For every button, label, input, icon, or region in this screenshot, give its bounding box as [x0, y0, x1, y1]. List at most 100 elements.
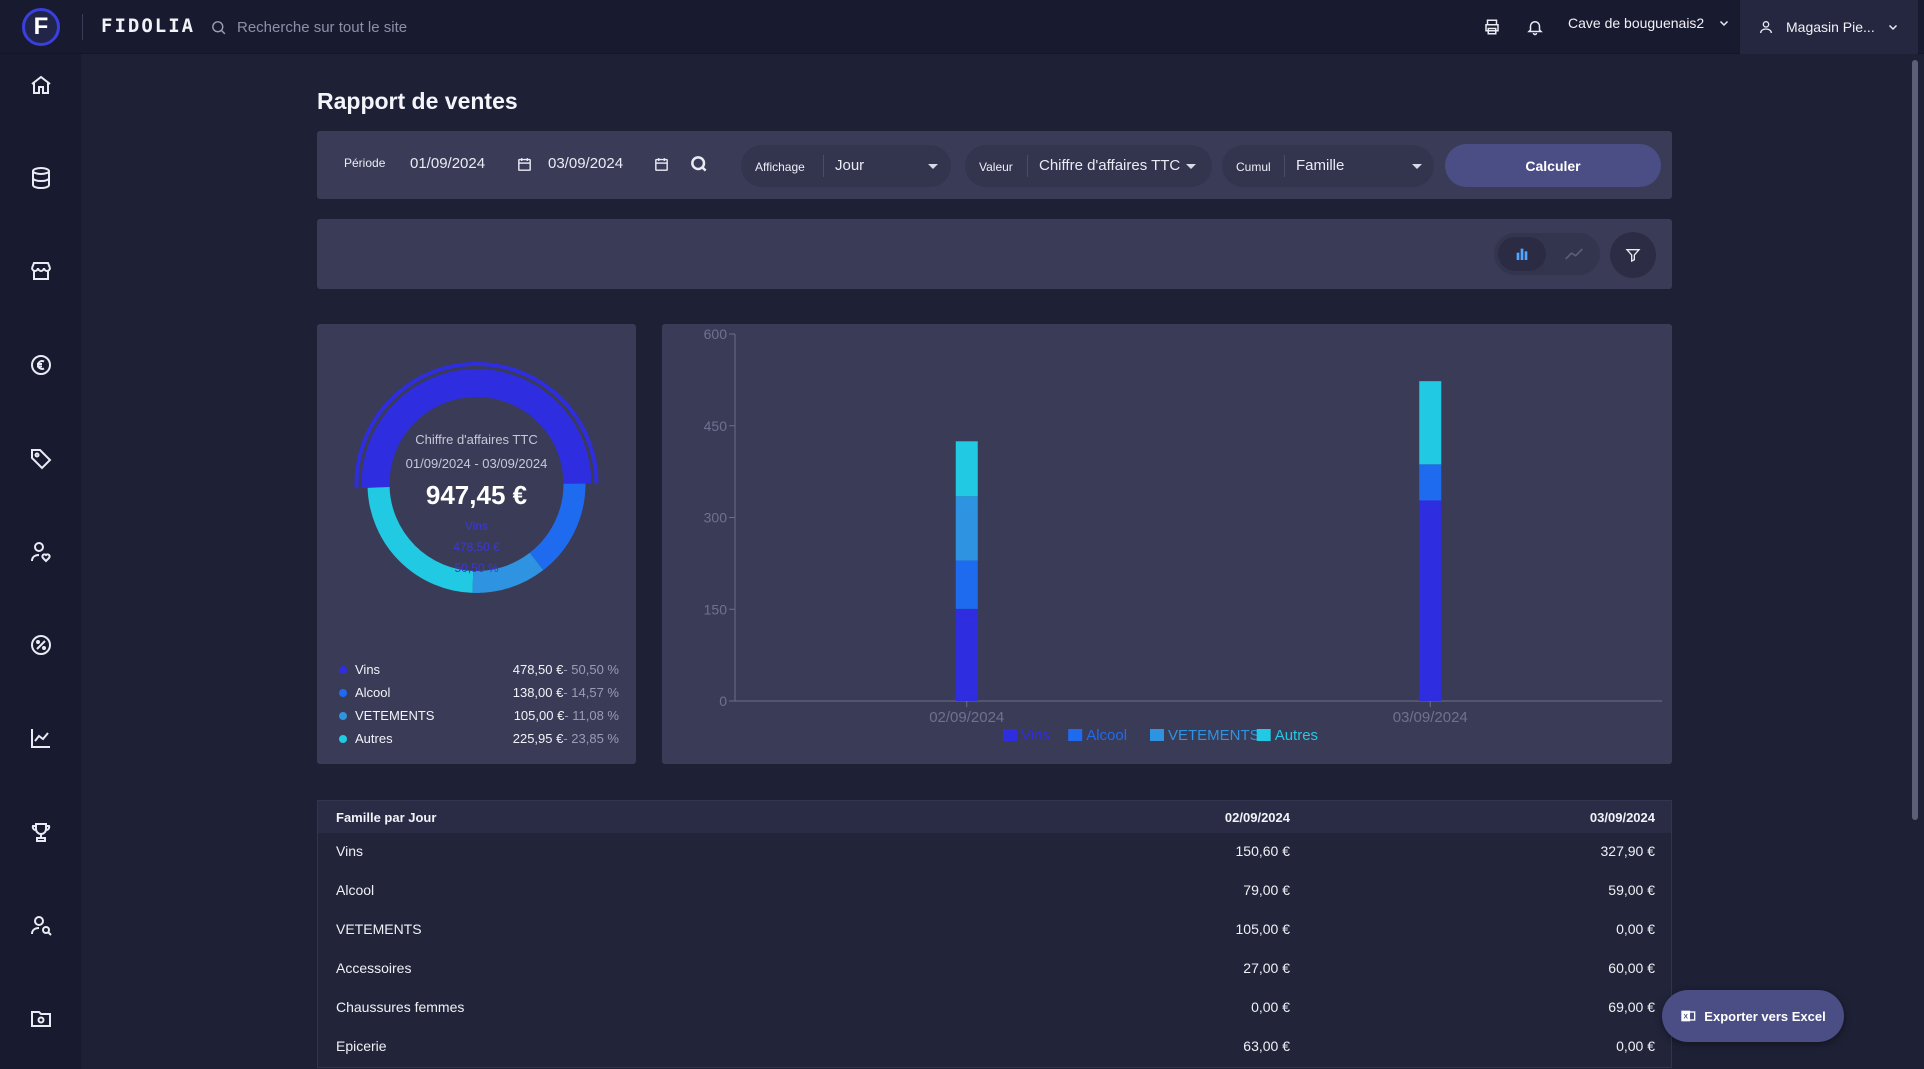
line-chart-icon [1565, 248, 1583, 260]
table-cell: Vins [336, 843, 363, 859]
chart-toolbar [317, 219, 1672, 289]
printer-icon[interactable] [1480, 15, 1504, 39]
donut-slice[interactable] [361, 369, 592, 489]
svg-text:X: X [1684, 1014, 1689, 1021]
bar-segment[interactable] [955, 560, 978, 609]
legend-label[interactable]: Vins [1021, 727, 1050, 744]
sidebar-item-promotions[interactable] [24, 628, 58, 662]
logo[interactable]: F [22, 8, 60, 46]
period-label: Période [344, 156, 386, 170]
sidebar-item-tags[interactable] [24, 441, 58, 475]
sidebar-item-staff[interactable] [24, 908, 58, 942]
user-icon [1760, 21, 1772, 34]
legend-label[interactable]: Autres [1275, 727, 1318, 744]
table-row: Epicerie 63,00 € 0,00 € [318, 1028, 1671, 1067]
bar-chart-toggle[interactable] [1498, 237, 1546, 271]
legend-swatch [1003, 729, 1017, 741]
donut-slice[interactable] [367, 486, 474, 593]
database-icon [32, 167, 50, 190]
sidebar-item-settings[interactable] [24, 1001, 58, 1035]
date-from-input[interactable]: 01/09/2024 [410, 155, 486, 172]
scrollbar[interactable] [1912, 60, 1918, 820]
user-heart-icon [31, 542, 51, 563]
discount-icon [31, 635, 51, 655]
calendar-icon[interactable] [513, 153, 535, 175]
legend-item[interactable]: Vins 478,50 €- 50,50 % [339, 660, 619, 680]
page-title: Rapport de ventes [317, 88, 518, 114]
donut-slice-highlight [354, 362, 599, 489]
filter-button[interactable] [1610, 232, 1656, 278]
table-cell: 59,00 € [1608, 882, 1655, 898]
donut-card: Chiffre d'affaires TTC 01/09/2024 - 03/0… [317, 324, 636, 764]
bar-segment[interactable] [955, 441, 978, 497]
bar-segment[interactable] [1419, 500, 1442, 701]
table-cell: 327,90 € [1600, 843, 1656, 859]
legend-name: Vins [355, 662, 381, 677]
legend-item[interactable]: Autres 225,95 €- 23,85 % [339, 729, 619, 749]
legend-pct: - 23,85 % [563, 731, 619, 746]
table-cell: 27,00 € [1243, 960, 1290, 976]
user-menu[interactable]: Magasin Pie... [1740, 0, 1918, 54]
legend-item[interactable]: Alcool 138,00 €- 14,57 % [339, 683, 619, 703]
y-tick-label: 150 [704, 601, 728, 617]
header-cell[interactable]: 03/09/2024 [1589, 810, 1655, 825]
sidebar-item-database[interactable] [24, 161, 58, 195]
excel-icon: X [1681, 1010, 1696, 1022]
header-cell[interactable]: Famille par Jour [336, 810, 437, 825]
bar-segment[interactable] [955, 608, 978, 701]
export-label: Exporter vers Excel [1704, 1008, 1826, 1024]
display-select[interactable]: Affichage Jour [741, 145, 951, 187]
quick-period-icon[interactable] [688, 153, 710, 175]
sidebar-item-loyalty[interactable] [24, 815, 58, 849]
legend-dot [339, 712, 347, 720]
cumul-value: Famille [1296, 157, 1345, 174]
donut-slice[interactable] [529, 483, 586, 571]
table-row: VETEMENTS 105,00 € 0,00 € [318, 911, 1671, 950]
bell-icon[interactable] [1523, 15, 1547, 39]
calculate-button[interactable]: Calculer [1445, 144, 1661, 187]
sidebar [0, 54, 81, 1069]
legend-label[interactable]: VETEMENTS [1168, 727, 1260, 744]
donut-slice[interactable] [472, 552, 544, 593]
table-cell: 69,00 € [1608, 999, 1655, 1015]
x-tick-label: 02/09/2024 [929, 709, 1004, 726]
line-chart-toggle[interactable] [1550, 237, 1598, 271]
legend-item[interactable]: VETEMENTS 105,00 €- 11,08 % [339, 706, 619, 726]
legend-label[interactable]: Alcool [1086, 727, 1127, 744]
legend-swatch [1068, 729, 1083, 741]
search-input[interactable] [237, 18, 497, 36]
value-select[interactable]: Valeur Chiffre d'affaires TTC [965, 145, 1212, 187]
caret-down-icon [928, 164, 938, 169]
cumul-select[interactable]: Cumul Famille [1222, 145, 1434, 187]
bar-segment[interactable] [1419, 381, 1442, 465]
legend-value: 225,95 € [512, 731, 564, 746]
sidebar-item-customers[interactable] [24, 535, 58, 569]
table-cell: 0,00 € [1616, 921, 1655, 937]
sidebar-item-reports[interactable] [24, 721, 58, 755]
donut-highlight-name: Vins [464, 519, 489, 533]
sidebar-item-store[interactable] [24, 254, 58, 288]
bar-chart-card: 0 150 300 450 600 02/09/2024 03/09/2024 Vins Alc… [662, 324, 1672, 764]
legend-name: Alcool [355, 685, 391, 700]
date-to-input[interactable]: 03/09/2024 [548, 155, 624, 172]
caret-down-icon [1186, 164, 1196, 169]
table-cell: 150,60 € [1235, 843, 1291, 859]
sidebar-item-home[interactable] [24, 68, 58, 102]
legend-swatch [1256, 729, 1271, 741]
table-cell: Alcool [336, 882, 375, 898]
store-select[interactable]: Cave de bouguenais2 [1568, 15, 1730, 31]
pill-divider [1027, 155, 1028, 177]
calendar-icon[interactable] [650, 153, 672, 175]
value-label: Valeur [979, 160, 1013, 174]
bar-segment[interactable] [955, 496, 978, 561]
export-excel-button[interactable]: X Exporter vers Excel [1662, 990, 1844, 1042]
display-value: Jour [835, 157, 865, 174]
bar-segment[interactable] [1419, 464, 1442, 501]
table-row: Chaussures femmes 0,00 € 69,00 € [318, 989, 1671, 1028]
donut-highlight-value: 478,50 € [453, 540, 500, 554]
y-tick-label: 300 [704, 510, 728, 526]
legend-value: 105,00 € [513, 708, 565, 723]
bar-chart: 0 150 300 450 600 02/09/2024 03/09/2024 Vins Alc… [704, 326, 1662, 744]
header-cell[interactable]: 02/09/2024 [1224, 810, 1290, 825]
sidebar-item-finance[interactable] [24, 348, 58, 382]
